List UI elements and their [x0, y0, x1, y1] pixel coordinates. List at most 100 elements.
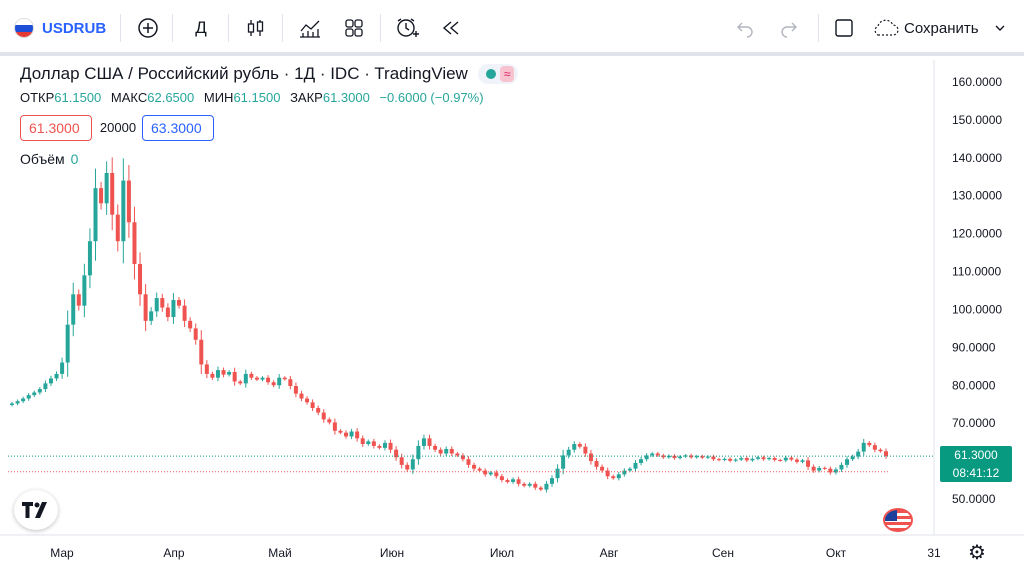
legend-title: Доллар США / Российский рубль · 1Д · IDC… — [20, 64, 519, 84]
time-tick-label: Май — [268, 546, 292, 560]
candle-body — [466, 459, 471, 465]
market-status-pill[interactable]: ≈ — [477, 64, 519, 84]
candle-body — [344, 432, 349, 437]
candle-body — [588, 453, 593, 462]
time-tick-label: Июл — [490, 546, 514, 560]
fullscreen-button[interactable] — [830, 10, 858, 46]
gear-icon[interactable]: ⚙ — [968, 542, 986, 564]
candle-body — [238, 381, 243, 384]
candle-body — [700, 456, 705, 458]
time-tick-label: Сен — [712, 546, 734, 560]
candle-body — [388, 442, 393, 450]
candle-body — [750, 458, 755, 461]
price-tick-label: 160.0000 — [952, 75, 1002, 89]
candle-body — [516, 479, 521, 484]
symbol-description: Доллар США / Российский рубль · 1Д · IDC… — [20, 64, 468, 83]
candle-body — [783, 457, 788, 461]
candle-body — [43, 383, 48, 390]
candle-body — [639, 459, 644, 463]
candle-body — [60, 362, 65, 374]
price-axis[interactable]: 160.0000 150.0000 140.0000 130.0000 120.0000… — [952, 75, 1002, 506]
candle-body — [377, 445, 382, 448]
toolbar-divider — [228, 14, 229, 42]
undo-button[interactable] — [732, 10, 758, 46]
buy-button[interactable]: 63.3000 — [142, 115, 214, 141]
candle-body — [661, 455, 666, 458]
redo-button[interactable] — [776, 10, 802, 46]
candle-body — [355, 431, 360, 439]
quantity-field[interactable]: 20000 — [99, 120, 137, 135]
candle-body — [622, 470, 627, 475]
candle-body — [299, 393, 304, 399]
price-tick-label: 100.0000 — [952, 302, 1002, 316]
candle-body — [761, 457, 766, 460]
candle-body — [210, 373, 215, 378]
save-button[interactable]: Сохранить — [870, 10, 1020, 46]
candle-body — [644, 455, 649, 460]
bar-countdown: 08:41:12 — [952, 466, 1000, 481]
candle-body — [683, 455, 688, 457]
candle-body — [48, 378, 53, 384]
open-label: ОТКР — [20, 90, 55, 105]
indicators-button[interactable] — [296, 10, 324, 46]
candle-body — [477, 468, 482, 471]
toolbar-divider — [172, 14, 173, 42]
candle-body — [338, 430, 343, 433]
candle-body — [594, 461, 599, 467]
ohlc-values: ОТКР61.1500 МАКС62.6500 МИН61.1500 ЗАКР6… — [20, 90, 490, 105]
time-tick-label: Июн — [380, 546, 404, 560]
undo-icon — [737, 22, 753, 38]
candle-body — [856, 451, 861, 457]
candle-body — [177, 299, 182, 306]
fullscreen-icon — [835, 19, 853, 37]
candle-body — [266, 377, 271, 383]
candle-body — [499, 476, 504, 481]
candle-body — [627, 468, 632, 471]
candle-body — [722, 458, 727, 460]
close-label: ЗАКР — [290, 90, 323, 105]
layout-button[interactable] — [340, 10, 368, 46]
candle-body — [817, 467, 822, 471]
candle-body — [633, 462, 638, 469]
symbol-search-button[interactable]: USDRUB — [14, 10, 106, 46]
time-tick-label: Мар — [50, 546, 74, 560]
candle-body — [215, 370, 220, 378]
price-tick-label: 90.0000 — [952, 340, 996, 354]
us-flag-icon[interactable] — [883, 508, 913, 532]
candle-body — [37, 389, 42, 393]
candle-body — [143, 294, 148, 321]
price-chart[interactable]: 160.0000 150.0000 140.0000 130.0000 120.0000… — [0, 60, 1024, 575]
toolbar-divider — [380, 14, 381, 42]
candle-body — [115, 214, 120, 242]
tradingview-logo[interactable] — [14, 490, 58, 530]
time-axis[interactable]: Мар Апр Май Июн Июл Авг Сен Окт 31 — [50, 546, 941, 560]
candle-body — [332, 422, 337, 431]
chart-type-button[interactable] — [242, 10, 270, 46]
market-open-dot-icon — [485, 69, 496, 79]
candle-body — [249, 373, 254, 378]
replay-button[interactable] — [438, 10, 464, 46]
candle-body — [416, 445, 421, 460]
candle-body — [65, 324, 70, 363]
candle-body — [555, 468, 560, 479]
candle-body — [310, 402, 315, 409]
low-label: МИН — [203, 90, 234, 105]
price-tick-label: 70.0000 — [952, 416, 996, 430]
candle-body — [878, 449, 883, 452]
interval-button[interactable]: Д — [195, 18, 207, 37]
alert-button[interactable] — [392, 10, 422, 46]
candle-body — [293, 386, 298, 394]
candle-body — [360, 438, 365, 445]
candle-body — [282, 377, 287, 380]
candle-body — [778, 459, 783, 461]
candle-body — [884, 451, 888, 457]
chevron-down-icon — [995, 25, 1005, 31]
candle-body — [744, 458, 749, 461]
candle-body — [522, 483, 527, 486]
sell-button[interactable]: 61.3000 — [20, 115, 92, 141]
candle-body — [15, 401, 20, 404]
candle-body — [716, 459, 721, 461]
candle-body — [316, 408, 321, 413]
compare-button[interactable] — [132, 10, 164, 46]
candle-body — [505, 480, 510, 482]
